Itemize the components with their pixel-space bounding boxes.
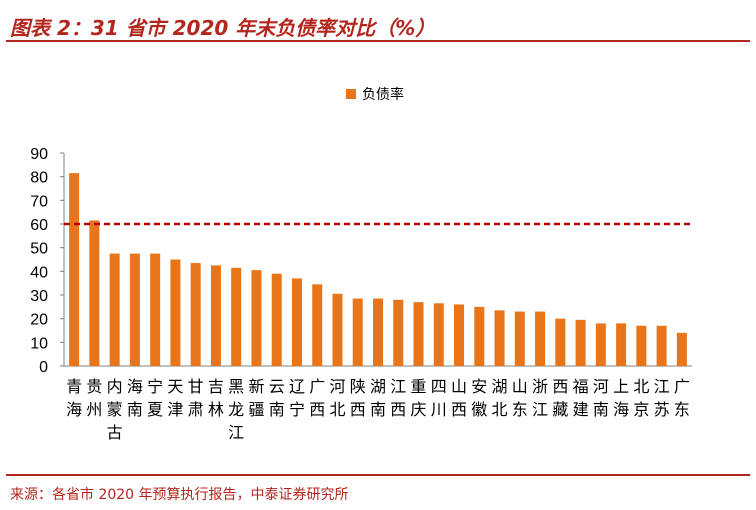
y-tick-label: 0 (39, 359, 48, 376)
x-tick-label: 西藏 (552, 377, 568, 419)
bar-北京 (636, 325, 647, 366)
bar-吉林 (210, 265, 221, 366)
bar-山东 (514, 311, 525, 366)
bar-江苏 (656, 325, 667, 366)
x-tick-label: 河北 (329, 377, 345, 419)
x-tick-label: 江苏 (654, 377, 670, 419)
footer-divider (6, 474, 750, 476)
x-tick-label: 上海 (613, 377, 629, 419)
bar-云南 (271, 273, 282, 366)
title-bar: 图表 2：31 省市 2020 年末负债率对比（%） (6, 8, 750, 42)
bar-广东 (676, 332, 687, 366)
bar-安徽 (474, 306, 485, 366)
y-tick-label: 80 (30, 170, 48, 187)
bar-黑龙江 (231, 267, 242, 366)
x-tick-label: 宁夏 (147, 377, 163, 419)
x-tick-label: 天津 (167, 377, 183, 419)
legend-label: 负债率 (362, 86, 404, 103)
x-tick-label: 甘肃 (188, 377, 204, 419)
x-tick-label: 重庆 (411, 377, 427, 419)
bar-山西 (454, 304, 465, 366)
bar-江西 (393, 299, 404, 366)
bar-重庆 (413, 302, 424, 366)
x-tick-label: 湖南 (370, 377, 386, 419)
bar-海南 (129, 253, 140, 366)
bar-宁夏 (150, 253, 161, 366)
bar-辽宁 (291, 278, 302, 366)
x-tick-label: 云南 (269, 377, 285, 419)
y-tick-label: 30 (30, 288, 48, 305)
y-tick-label: 60 (30, 217, 48, 234)
bar-上海 (616, 323, 627, 366)
y-tick-label: 40 (30, 264, 48, 281)
x-axis-labels: 青海贵州内蒙古海南宁夏天津甘肃吉林黑龙江新疆云南辽宁广西河北陕西湖南江西重庆四川… (66, 377, 690, 442)
bar-甘肃 (190, 263, 201, 366)
y-tick-label: 90 (30, 146, 48, 163)
y-tick-label: 50 (30, 241, 48, 258)
bar-河南 (595, 323, 606, 366)
x-tick-label: 河南 (593, 377, 609, 419)
x-tick-label: 海南 (127, 377, 143, 419)
bar-西藏 (555, 318, 566, 366)
x-tick-label: 江西 (390, 377, 406, 419)
x-tick-label: 贵州 (86, 377, 102, 419)
x-tick-label: 广西 (309, 377, 325, 419)
x-tick-label: 吉林 (208, 377, 224, 419)
bar-青海 (69, 173, 80, 366)
x-tick-label: 陕西 (350, 377, 366, 419)
legend-swatch (346, 89, 356, 99)
bar-chart: 负债率 0 10 20 30 40 50 60 70 80 90 青海贵州内蒙古海南宁夏天津甘肃吉… (30, 86, 692, 442)
x-tick-label: 山西 (451, 377, 467, 419)
x-tick-label: 新疆 (248, 377, 264, 419)
x-tick-label: 北京 (633, 377, 649, 419)
bars (69, 173, 687, 366)
x-tick-label: 安徽 (471, 377, 487, 419)
x-tick-label: 湖北 (492, 377, 508, 419)
x-tick-label: 黑龙江 (228, 377, 244, 442)
x-tick-label: 青海 (66, 377, 82, 419)
bar-广西 (312, 284, 323, 366)
x-tick-label: 福建 (573, 377, 589, 419)
y-tick-label: 10 (30, 335, 48, 352)
y-tick-label: 20 (30, 312, 48, 329)
x-tick-label: 辽宁 (289, 377, 305, 419)
bar-陕西 (352, 298, 363, 366)
bar-河北 (332, 293, 343, 366)
x-tick-label: 浙江 (532, 377, 548, 419)
bar-新疆 (251, 270, 262, 366)
bar-天津 (170, 259, 181, 366)
bar-贵州 (89, 220, 100, 366)
bar-内蒙古 (109, 253, 120, 366)
bar-福建 (575, 319, 586, 366)
bar-四川 (433, 303, 444, 366)
bar-浙江 (535, 311, 546, 366)
y-tick-label: 70 (30, 193, 48, 210)
bar-湖北 (494, 310, 505, 366)
x-tick-label: 山东 (512, 377, 528, 419)
x-tick-label: 四川 (431, 377, 447, 419)
chart-title: 图表 2：31 省市 2020 年末负债率对比（%） (10, 16, 436, 40)
x-tick-label: 内蒙古 (107, 377, 123, 442)
legend: 负债率 (346, 86, 404, 103)
x-tick-label: 广东 (674, 377, 690, 419)
bar-湖南 (373, 298, 383, 366)
source-note: 来源：各省市 2020 年预算执行报告，中泰证券研究所 (10, 487, 349, 503)
